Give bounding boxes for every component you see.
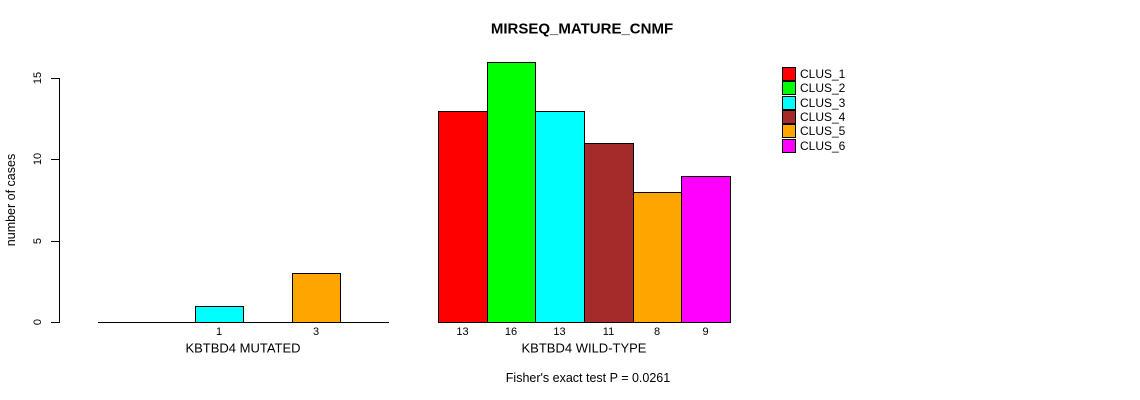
fisher-test-annotation: Fisher's exact test P = 0.0261 — [505, 371, 671, 385]
y-axis-line — [59, 78, 60, 323]
y-tick-label: 5 — [32, 237, 44, 245]
bar-clus_1 — [438, 111, 488, 323]
bar-value-label: 3 — [312, 326, 320, 338]
legend-swatch-icon — [782, 110, 796, 124]
group-label: KBTBD4 MUTATED — [185, 340, 301, 356]
zero-bar-baseline — [243, 322, 293, 323]
y-tick-mark — [51, 322, 59, 323]
bar-value-label: 11 — [602, 326, 615, 338]
legend-label: CLUS_6 — [800, 139, 846, 153]
legend-row: CLUS_2 — [782, 81, 845, 95]
bar-clus_3 — [195, 306, 244, 323]
y-tick-label: 0 — [32, 318, 44, 326]
legend-row: CLUS_6 — [782, 139, 845, 153]
bar-value-label: 16 — [504, 326, 518, 338]
legend-swatch-icon — [782, 124, 796, 138]
bar-clus_5 — [292, 273, 341, 323]
legend-row: CLUS_3 — [782, 96, 845, 110]
group-label: KBTBD4 WILD-TYPE — [521, 340, 647, 356]
y-axis-title: number of cases — [4, 153, 18, 247]
bar-value-label: 13 — [456, 326, 469, 338]
y-tick-label: 15 — [32, 71, 44, 85]
y-tick-mark — [51, 159, 59, 160]
legend-swatch-icon — [782, 96, 796, 110]
legend-row: CLUS_1 — [782, 67, 845, 81]
legend-label: CLUS_5 — [800, 124, 846, 138]
zero-bar-baseline — [147, 322, 196, 323]
bar-value-label: 8 — [653, 326, 661, 338]
bar-value-label: 13 — [553, 326, 566, 338]
legend-swatch-icon — [782, 67, 796, 81]
legend-row: CLUS_5 — [782, 124, 845, 138]
y-tick-label: 10 — [32, 152, 44, 166]
legend-row: CLUS_4 — [782, 110, 845, 124]
legend-label: CLUS_3 — [800, 96, 846, 110]
bar-clus_2 — [487, 62, 536, 323]
bar-value-label: 9 — [702, 326, 709, 338]
chart-title: MIRSEQ_MATURE_CNMF — [490, 20, 674, 38]
legend-label: CLUS_4 — [800, 110, 846, 124]
bar-clus_4 — [584, 143, 634, 323]
bar-clus_3 — [535, 111, 585, 323]
bar-clus_6 — [681, 176, 731, 323]
legend-swatch-icon — [782, 139, 796, 153]
zero-bar-baseline — [340, 322, 389, 323]
legend-label: CLUS_1 — [800, 67, 846, 81]
bar-value-label: 1 — [215, 326, 223, 338]
bar-clus_5 — [633, 192, 682, 323]
y-tick-mark — [51, 241, 59, 242]
legend-label: CLUS_2 — [800, 81, 846, 95]
y-tick-mark — [51, 78, 59, 79]
legend-swatch-icon — [782, 81, 796, 95]
zero-bar-baseline — [98, 322, 148, 323]
